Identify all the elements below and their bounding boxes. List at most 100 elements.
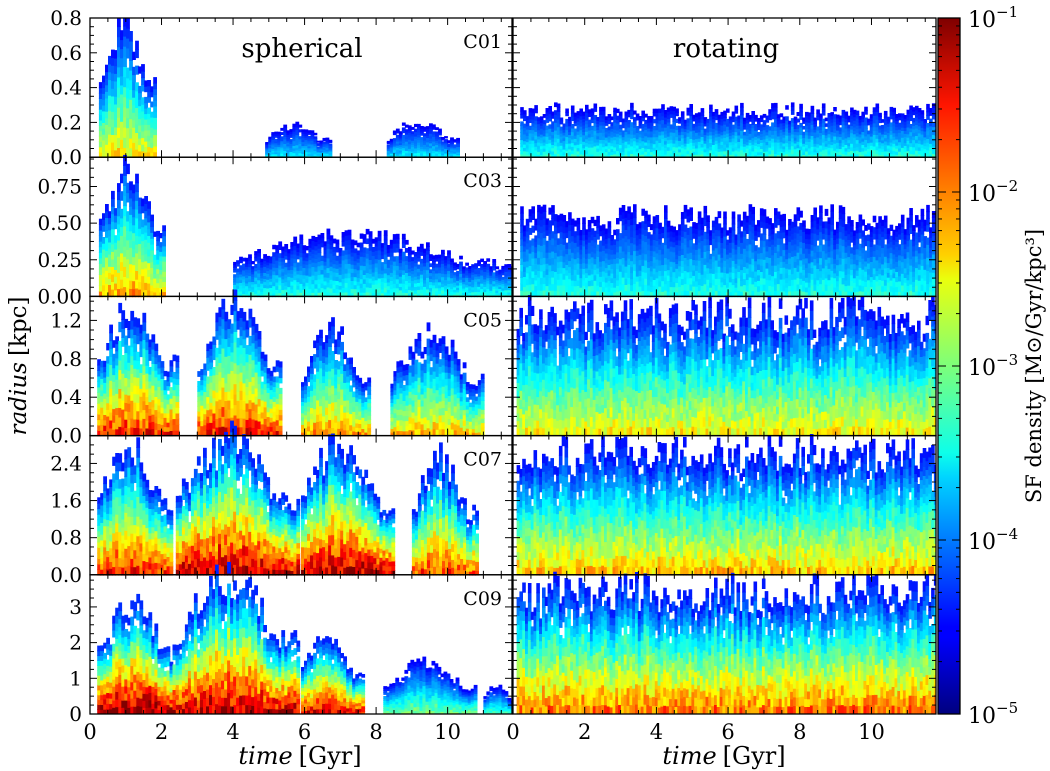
heat-cell: [329, 279, 334, 285]
heat-cell: [678, 125, 682, 130]
heat-cell: [923, 145, 927, 150]
heat-cell: [365, 286, 370, 293]
heat-cell: [284, 266, 289, 271]
heat-cell: [111, 213, 115, 222]
heat-cell: [855, 150, 860, 155]
heat-cell: [105, 144, 109, 152]
heat-cell: [934, 113, 936, 118]
heat-cell: [272, 274, 276, 279]
heat-cell: [395, 287, 400, 293]
heat-cell: [542, 289, 547, 298]
heat-cell: [239, 268, 243, 272]
heat-cell: [105, 283, 109, 291]
heat-cell: [444, 282, 448, 286]
heat-cell: [141, 226, 145, 235]
heat-cell: [123, 25, 127, 37]
heat-cell: [308, 284, 313, 289]
heat-cell: [278, 261, 283, 266]
heat-cell: [356, 288, 361, 294]
heat-cell: [147, 248, 151, 257]
heat-cell: [123, 76, 127, 88]
heat-cell: [501, 279, 506, 282]
heat-cell: [573, 128, 578, 133]
heat-cell: [833, 139, 837, 144]
heat-cell: [271, 133, 276, 137]
heat-cell: [570, 149, 575, 155]
heat-cell: [565, 258, 569, 265]
heat-cell: [655, 119, 660, 124]
heat-cell: [292, 128, 297, 132]
heat-cell: [281, 271, 286, 276]
heat-cell: [531, 153, 535, 158]
heat-cell: [720, 144, 724, 149]
heat-cell: [717, 145, 722, 149]
heat-cell: [649, 127, 654, 132]
heat-cell: [108, 253, 112, 261]
heat-cell: [740, 110, 744, 116]
heat-cell: [630, 248, 634, 256]
heat-cell: [858, 139, 863, 144]
heat-cell: [251, 283, 255, 288]
heat-cell: [453, 277, 457, 281]
heatmap-C03-spherical: [98, 154, 512, 298]
heat-cell: [796, 137, 801, 142]
heat-cell: [627, 238, 631, 246]
heat-cell: [669, 139, 674, 144]
heat-cell: [435, 287, 439, 292]
heat-cell: [644, 151, 648, 155]
heat-cell: [799, 141, 803, 147]
heat-cell: [568, 116, 572, 121]
heat-cell: [700, 118, 705, 123]
heat-cell: [153, 100, 157, 107]
heat-cell: [278, 268, 283, 274]
heat-cell: [545, 224, 550, 231]
heat-cell: [401, 149, 406, 154]
heat-cell: [319, 142, 324, 145]
heat-cell: [559, 154, 564, 158]
heat-cell: [613, 114, 617, 120]
heat-cell: [579, 239, 583, 245]
heat-cell: [802, 137, 806, 141]
heat-cell: [429, 290, 433, 295]
heat-cell: [531, 238, 535, 246]
heat-cell: [627, 130, 631, 135]
heat-cell: [740, 153, 744, 158]
heat-cell: [776, 135, 781, 140]
heat-cell: [135, 200, 139, 210]
heat-cell: [545, 251, 550, 259]
heat-cell: [915, 124, 919, 129]
heat-cell: [881, 125, 885, 129]
heat-cell: [771, 134, 775, 139]
heat-cell: [419, 281, 424, 286]
heat-cell: [275, 274, 280, 279]
heat-cell: [689, 123, 693, 128]
heat-cell: [675, 111, 679, 117]
heat-cell: [748, 133, 753, 137]
heat-cell: [545, 150, 550, 155]
heat-cell: [582, 268, 586, 275]
heat-cell: [613, 111, 617, 116]
heat-cell: [604, 148, 609, 153]
heat-cell: [582, 245, 586, 252]
heat-cell: [141, 110, 145, 119]
heat-cell: [652, 126, 657, 131]
heat-cell: [398, 265, 403, 270]
heat-cell: [510, 268, 512, 272]
heat-cell: [816, 140, 820, 145]
heat-cell: [278, 284, 283, 290]
heat-cell: [635, 144, 640, 149]
heat-cell: [635, 260, 640, 267]
heat-cell: [386, 274, 391, 279]
heat-cell: [377, 254, 382, 260]
heat-cell: [692, 126, 696, 131]
heat-cell: [338, 262, 343, 268]
heat-cell: [290, 242, 295, 247]
heat-cell: [889, 122, 894, 128]
heat-cell: [374, 237, 379, 243]
heat-cell: [638, 151, 643, 155]
heat-cell: [528, 111, 533, 116]
heat-cell: [579, 258, 583, 264]
heat-cell: [441, 152, 445, 156]
heat-cell: [98, 224, 103, 231]
heat-cell: [120, 226, 124, 236]
